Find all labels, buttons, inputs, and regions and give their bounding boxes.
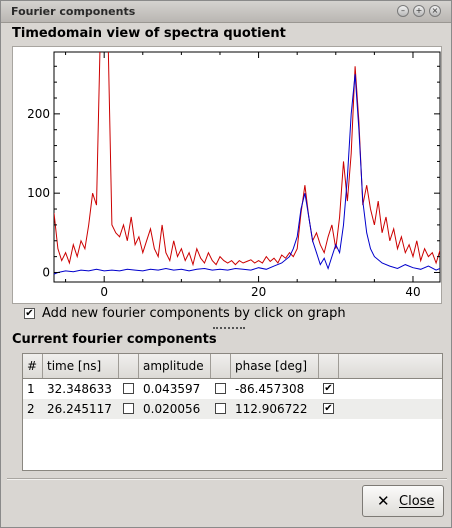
- header-phase-check[interactable]: [319, 354, 339, 378]
- x-tick-label-20: 20: [251, 285, 266, 299]
- series-line-1: [54, 52, 440, 267]
- dialog-separator: [7, 478, 447, 480]
- table-row[interactable]: 1 32.348633 0.043597 -86.457308 ✔: [23, 379, 442, 399]
- header-time-check[interactable]: [119, 354, 139, 378]
- table-row[interactable]: 2 26.245117 0.020056 112.906722 ✔: [23, 399, 442, 419]
- time-fixed-checkbox[interactable]: [123, 383, 134, 394]
- y-tick-label-200: 200: [27, 107, 50, 121]
- row-phase[interactable]: 112.906722: [235, 402, 308, 416]
- header-amplitude[interactable]: amplitude: [139, 354, 211, 378]
- add-by-click-checkbox[interactable]: ✔: [24, 308, 35, 319]
- title-bar[interactable]: Fourier components – + ×: [1, 1, 451, 23]
- maximize-icon[interactable]: +: [413, 5, 425, 17]
- close-icon[interactable]: ×: [429, 5, 441, 17]
- plot-section-title: Timedomain view of spectra quotient: [12, 26, 286, 41]
- row-time[interactable]: 26.245117: [47, 402, 112, 416]
- table-header: # time [ns] amplitude phase [deg]: [23, 354, 442, 379]
- amplitude-fixed-checkbox[interactable]: [215, 383, 226, 394]
- y-tick-label-100: 100: [27, 186, 50, 200]
- phase-fixed-checkbox[interactable]: ✔: [323, 383, 334, 394]
- header-phase[interactable]: phase [deg]: [231, 354, 319, 378]
- row-time[interactable]: 32.348633: [47, 382, 112, 396]
- close-button-label: Close: [399, 494, 435, 509]
- phase-fixed-checkbox[interactable]: ✔: [323, 403, 334, 414]
- series-line-2: [54, 74, 440, 275]
- components-section-title: Current fourier components: [12, 332, 217, 347]
- header-index[interactable]: #: [23, 354, 43, 378]
- row-phase[interactable]: -86.457308: [235, 382, 305, 396]
- amplitude-fixed-checkbox[interactable]: [215, 403, 226, 414]
- add-by-click-label: Add new fourier components by click on g…: [42, 306, 346, 321]
- plot-area-border: [53, 51, 441, 283]
- y-tick-label-0: 0: [42, 265, 50, 279]
- minimize-icon[interactable]: –: [397, 5, 409, 17]
- timedomain-plot[interactable]: 0 100 200 0 20 40: [12, 46, 442, 304]
- close-icon: ✕: [377, 492, 390, 510]
- time-fixed-checkbox[interactable]: [123, 403, 134, 414]
- x-tick-label-0: 0: [100, 285, 108, 299]
- window-title: Fourier components: [11, 5, 136, 18]
- chart-canvas[interactable]: 0 100 200 0 20 40: [13, 47, 441, 303]
- row-index: 2: [27, 402, 35, 416]
- header-amplitude-check[interactable]: [211, 354, 231, 378]
- splitter-handle[interactable]: [213, 327, 245, 332]
- x-tick-label-40: 40: [405, 285, 420, 299]
- row-index: 1: [27, 382, 35, 396]
- header-time[interactable]: time [ns]: [43, 354, 119, 378]
- row-amplitude[interactable]: 0.020056: [143, 402, 201, 416]
- row-amplitude[interactable]: 0.043597: [143, 382, 201, 396]
- close-button[interactable]: ✕ Close: [362, 485, 444, 517]
- components-table: # time [ns] amplitude phase [deg] 1 32.3…: [22, 353, 443, 471]
